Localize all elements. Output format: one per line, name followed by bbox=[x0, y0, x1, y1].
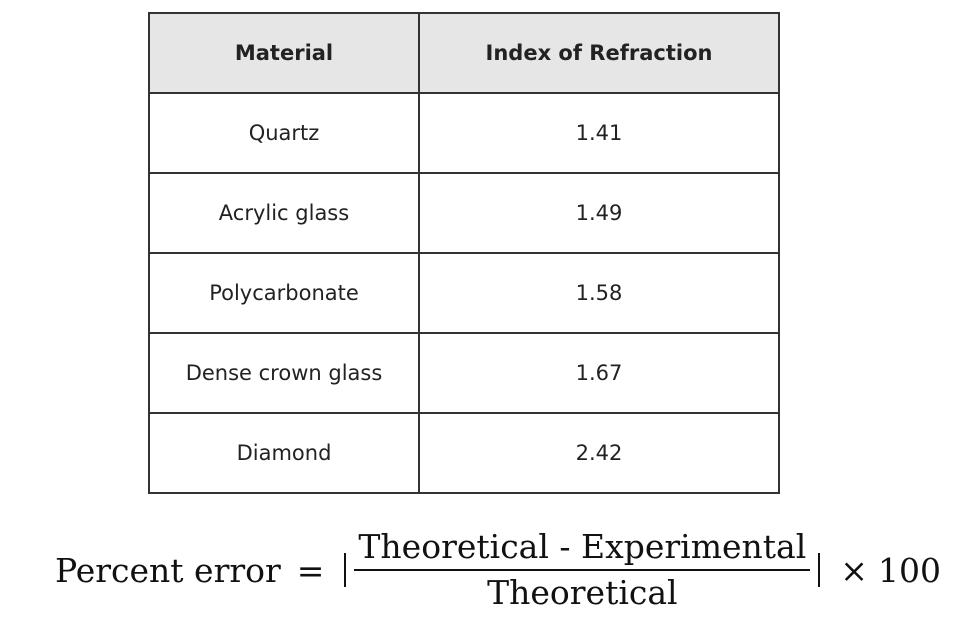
index-cell: 1.67 bbox=[418, 332, 780, 414]
refraction-table: Material Index of Refraction Quartz 1.41… bbox=[148, 12, 780, 494]
index-cell: 1.58 bbox=[418, 252, 780, 334]
material-cell: Acrylic glass bbox=[148, 172, 420, 254]
material-cell: Polycarbonate bbox=[148, 252, 420, 334]
index-cell: 1.41 bbox=[418, 92, 780, 174]
header-index-of-refraction: Index of Refraction bbox=[418, 12, 780, 94]
material-cell: Diamond bbox=[148, 412, 420, 494]
formula-fraction: Theoretical - Experimental Theoretical bbox=[354, 526, 811, 612]
abs-bar-left bbox=[344, 553, 347, 587]
material-cell: Dense crown glass bbox=[148, 332, 420, 414]
formula-equals: = bbox=[296, 550, 325, 590]
table-header-row: Material Index of Refraction bbox=[148, 12, 780, 94]
header-material: Material bbox=[148, 12, 420, 94]
formula-times: × bbox=[840, 550, 868, 590]
formula-numerator: Theoretical - Experimental bbox=[358, 526, 807, 566]
formula-multiplier: 100 bbox=[877, 550, 941, 590]
table-row: Diamond 2.42 bbox=[148, 412, 780, 494]
table-row: Dense crown glass 1.67 bbox=[148, 332, 780, 414]
table-row: Acrylic glass 1.49 bbox=[148, 172, 780, 254]
table-row: Polycarbonate 1.58 bbox=[148, 252, 780, 334]
formula-lhs: Percent error bbox=[55, 550, 281, 590]
material-cell: Quartz bbox=[148, 92, 420, 174]
formula-denominator: Theoretical bbox=[487, 573, 678, 612]
table-row: Quartz 1.41 bbox=[148, 92, 780, 174]
fraction-line bbox=[354, 569, 811, 571]
index-cell: 2.42 bbox=[418, 412, 780, 494]
abs-bar-right bbox=[818, 553, 821, 587]
index-cell: 1.49 bbox=[418, 172, 780, 254]
percent-error-formula: Percent error = Theoretical - Experiment… bbox=[55, 522, 941, 618]
